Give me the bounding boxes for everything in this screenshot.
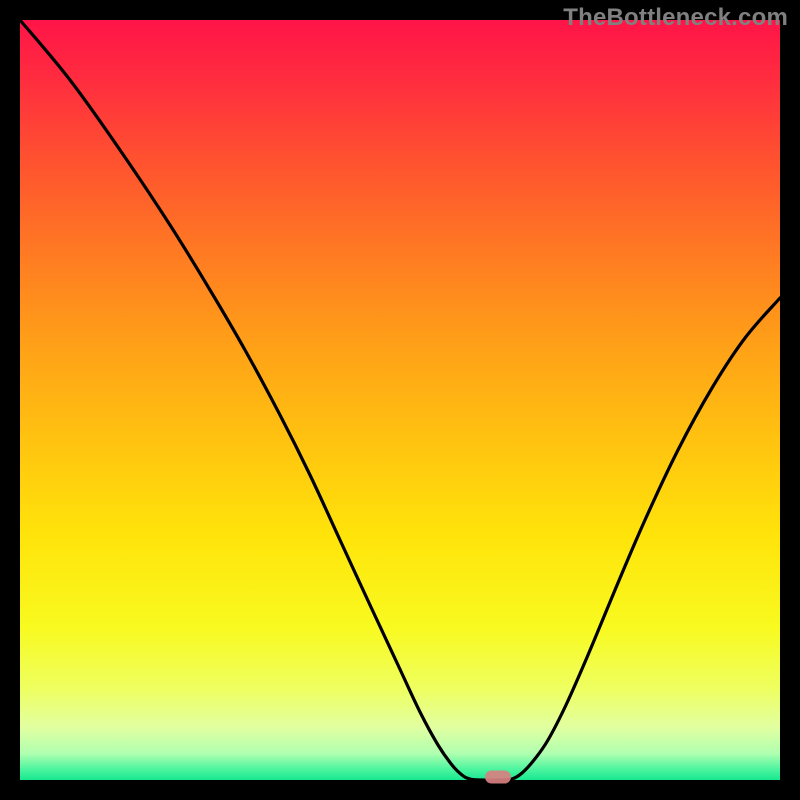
watermark-text: TheBottleneck.com [563,4,788,32]
optimal-point-marker [485,771,511,784]
bottleneck-chart: TheBottleneck.com [0,0,800,800]
chart-svg [0,0,800,800]
